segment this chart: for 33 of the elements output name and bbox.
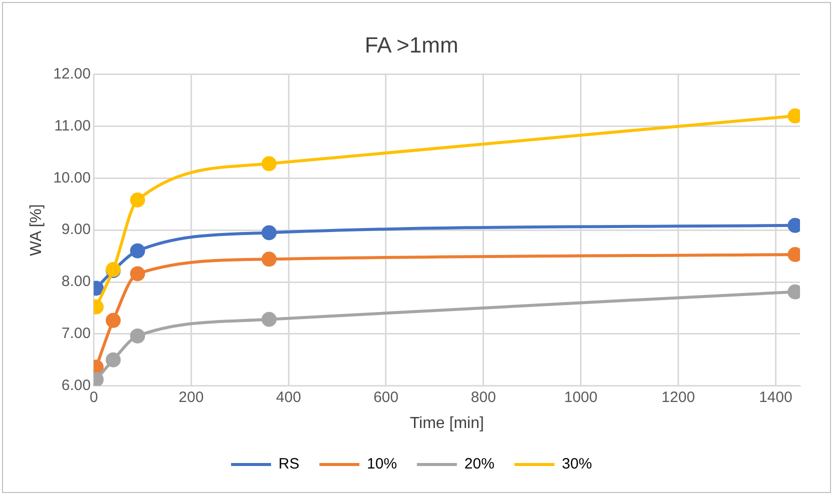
point bbox=[130, 266, 146, 282]
legend-label: 20% bbox=[464, 456, 494, 473]
point bbox=[130, 328, 146, 344]
legend-label: 30% bbox=[562, 456, 592, 473]
y-axis-title: WA [%] bbox=[28, 204, 46, 256]
point bbox=[262, 252, 277, 267]
y-tick-label: 12.00 bbox=[53, 66, 91, 83]
point bbox=[106, 352, 121, 368]
y-tick-label: 6.00 bbox=[62, 376, 91, 394]
x-tick-label: 800 bbox=[470, 388, 496, 406]
y-tick-label: 8.00 bbox=[62, 273, 91, 290]
x-tick-label: 200 bbox=[178, 388, 204, 406]
y-tick-label: 9.00 bbox=[62, 221, 91, 238]
point bbox=[130, 192, 146, 208]
x-tick-label: 0 bbox=[90, 388, 98, 406]
x-tick-label: 1000 bbox=[564, 388, 598, 406]
point bbox=[262, 156, 277, 172]
chart-title: FA >1mm bbox=[364, 32, 458, 58]
point bbox=[262, 312, 277, 327]
point bbox=[788, 218, 800, 233]
legend-label: RS bbox=[278, 456, 300, 473]
y-tick-label: 7.00 bbox=[62, 325, 91, 342]
x-tick-label: 600 bbox=[373, 388, 398, 406]
point bbox=[106, 312, 121, 328]
x-axis-title: Time [min] bbox=[410, 414, 484, 432]
x-tick-label: 400 bbox=[276, 388, 302, 406]
legend-label: 10% bbox=[366, 456, 397, 473]
y-tick-label: 11.00 bbox=[54, 117, 91, 134]
y-tick-label: 10.00 bbox=[53, 169, 91, 186]
x-tick-label: 1400 bbox=[758, 388, 792, 406]
point bbox=[130, 243, 146, 258]
point bbox=[262, 225, 277, 240]
x-tick-label: 1200 bbox=[662, 388, 695, 406]
